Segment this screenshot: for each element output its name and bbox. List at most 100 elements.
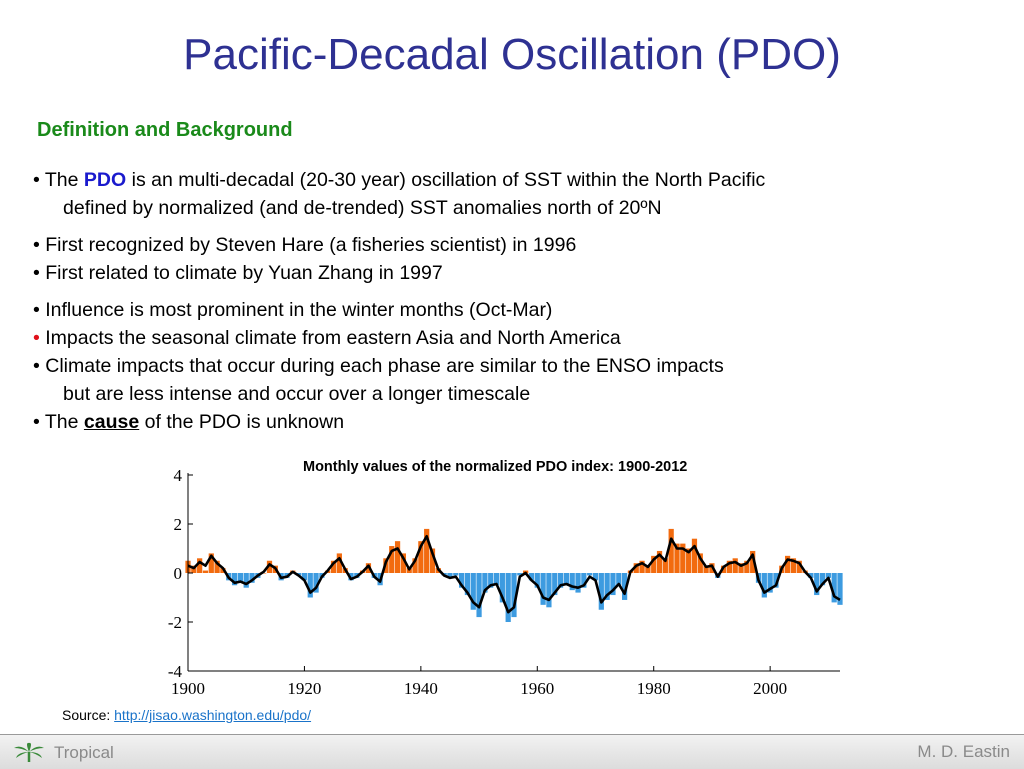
pdo-bar bbox=[831, 573, 837, 603]
pdo-bar bbox=[429, 548, 436, 573]
pdo-bar bbox=[202, 570, 209, 573]
source-link[interactable]: http://jisao.washington.edu/pdo/ bbox=[114, 707, 312, 723]
pdo-bar bbox=[668, 528, 674, 573]
pdo-bar bbox=[575, 573, 581, 593]
pdo-bar bbox=[819, 573, 826, 586]
pdo-bar bbox=[243, 573, 249, 588]
pdo-bar bbox=[546, 573, 552, 608]
smoothed-pdo-line bbox=[187, 535, 841, 614]
y-tick-label: -2 bbox=[168, 613, 182, 632]
bullet-text: of the PDO is unknown bbox=[139, 411, 345, 433]
pdo-bar bbox=[505, 573, 511, 622]
bullet-cause: • The cause of the PDO is unknown bbox=[33, 408, 993, 436]
y-tick-label: -4 bbox=[168, 662, 183, 681]
chart-title: Monthly values of the normalized PDO ind… bbox=[303, 459, 688, 475]
pdo-bar bbox=[691, 538, 698, 573]
pdo-bar bbox=[808, 573, 814, 578]
pdo-bar bbox=[790, 558, 797, 573]
pdo-bar bbox=[750, 550, 756, 573]
pdo-bar bbox=[307, 573, 313, 598]
pdo-bar bbox=[476, 573, 482, 618]
pdo-bar bbox=[569, 573, 575, 591]
pdo-bar bbox=[651, 555, 657, 573]
bullet-text: Impacts the seasonal climate from easter… bbox=[39, 327, 621, 349]
pdo-bar bbox=[394, 541, 401, 573]
bullet-influence: • Influence is most prominent in the win… bbox=[33, 299, 553, 321]
footer-bar: Tropical M. D. Eastin bbox=[0, 734, 1024, 769]
bullet-text: • The bbox=[33, 411, 84, 433]
pdo-bar bbox=[389, 546, 395, 573]
smoothed-line bbox=[187, 535, 841, 614]
pdo-bar bbox=[604, 573, 610, 600]
pdo-bar bbox=[697, 553, 703, 573]
source-label: Source: bbox=[62, 707, 115, 723]
pdo-bar bbox=[400, 553, 407, 573]
section-subtitle: Definition and Background bbox=[37, 119, 293, 141]
pdo-bar bbox=[499, 573, 505, 603]
bullet-impacts: • Impacts the seasonal climate from east… bbox=[33, 324, 993, 352]
pdo-bar bbox=[534, 573, 540, 588]
pdo-bar bbox=[330, 560, 337, 573]
bullet-recognized: • First recognized by Steven Hare (a fis… bbox=[33, 234, 577, 256]
y-tick-label: 4 bbox=[174, 466, 183, 485]
pdo-bar bbox=[563, 573, 570, 586]
pdo-bar bbox=[197, 558, 203, 573]
x-tick-label: 1940 bbox=[404, 679, 438, 698]
pdo-bar bbox=[552, 573, 558, 596]
source-line: Source: http://jisao.washington.edu/pdo/ bbox=[62, 707, 311, 723]
pdo-bar bbox=[517, 573, 523, 576]
y-tick-label: 2 bbox=[174, 515, 183, 534]
pdo-bar bbox=[662, 558, 668, 573]
pdo-bar bbox=[488, 573, 494, 588]
pdo-bar bbox=[453, 573, 459, 576]
footer-left: Tropical bbox=[12, 742, 114, 764]
pdo-bar bbox=[482, 573, 488, 593]
pdo-bar bbox=[528, 573, 535, 581]
pdo-bar bbox=[732, 558, 738, 573]
pdo-bar bbox=[313, 573, 319, 593]
pdo-bar bbox=[592, 573, 599, 581]
palm-logo-icon bbox=[14, 742, 44, 762]
pdo-bar bbox=[767, 573, 773, 593]
pdo-bar bbox=[639, 560, 645, 573]
pdo-bar bbox=[447, 573, 453, 578]
pdo-bar bbox=[493, 573, 500, 586]
pdo-bar bbox=[557, 573, 564, 588]
bullet-climate-impacts: • Climate impacts that occur during each… bbox=[33, 355, 724, 377]
pdo-bar bbox=[249, 573, 255, 583]
pdo-bar bbox=[633, 563, 639, 573]
pdo-bar bbox=[616, 573, 622, 586]
pdo-bar bbox=[581, 573, 587, 588]
pdo-bar bbox=[825, 573, 831, 578]
footer-right-text: M. D. Eastin bbox=[917, 742, 1010, 761]
pdo-bar bbox=[418, 541, 424, 573]
pdo-bar bbox=[610, 573, 616, 596]
pdo-bar bbox=[511, 573, 517, 618]
pdo-bar bbox=[686, 548, 692, 573]
pdo-highlight: PDO bbox=[83, 169, 127, 191]
x-tick-label: 1980 bbox=[637, 679, 671, 698]
pdo-bar bbox=[266, 560, 273, 573]
pdo-bar bbox=[674, 543, 680, 573]
pdo-bar bbox=[726, 560, 733, 573]
pdo-bar bbox=[738, 563, 744, 573]
cause-highlight: cause bbox=[83, 411, 140, 433]
pdo-bar bbox=[214, 560, 220, 573]
pdo-bar bbox=[464, 573, 471, 596]
pdo-bar bbox=[470, 573, 476, 610]
red-bullet-icon: • bbox=[33, 327, 40, 349]
pdo-bar bbox=[587, 573, 593, 576]
bullet-pdo-definition: • The PDO is an multi-decadal (20-30 yea… bbox=[33, 166, 993, 194]
pdo-bar bbox=[837, 573, 843, 605]
pdo-bar bbox=[231, 573, 238, 586]
pdo-bar bbox=[656, 550, 663, 573]
pdo-bar bbox=[336, 553, 342, 573]
pdo-bar bbox=[237, 573, 244, 583]
pdo-bar bbox=[814, 573, 820, 596]
pdo-bar bbox=[773, 573, 779, 588]
x-tick-label: 1900 bbox=[171, 679, 205, 698]
pdo-bar bbox=[424, 528, 430, 573]
pdo-bar bbox=[703, 565, 709, 573]
